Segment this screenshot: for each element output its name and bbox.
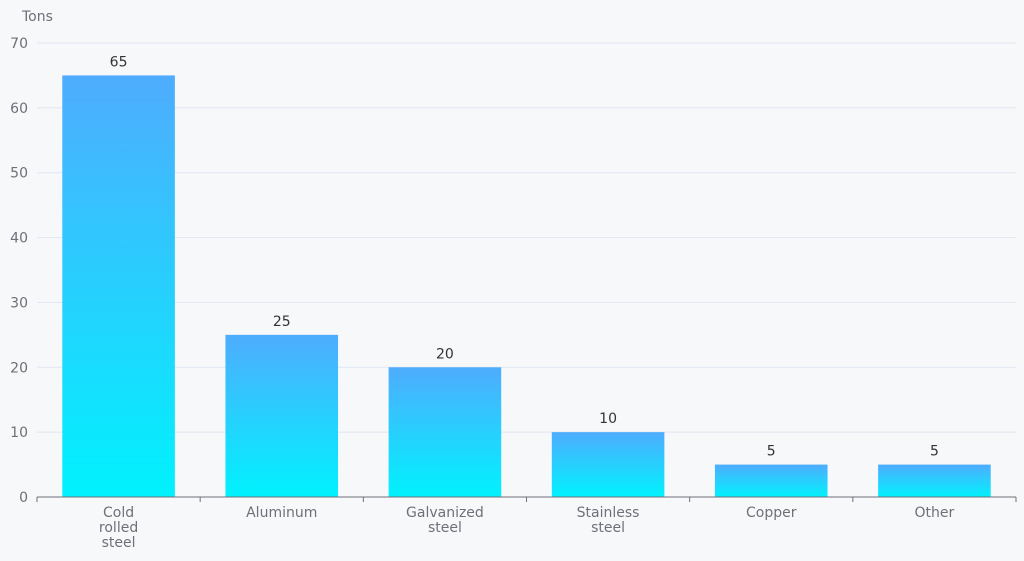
- bar: [551, 432, 665, 497]
- x-category-label: Cold: [103, 505, 134, 521]
- bar-value-label: 20: [436, 346, 454, 362]
- bar: [388, 367, 502, 497]
- bar: [225, 334, 339, 497]
- y-tick-label: 50: [10, 166, 28, 182]
- x-category-label: rolled: [99, 520, 138, 536]
- y-tick-label: 30: [10, 295, 28, 311]
- bar-value-label: 5: [767, 444, 776, 460]
- x-category-label: steel: [428, 520, 462, 536]
- bar: [714, 464, 828, 497]
- x-category-label: Stainless: [577, 505, 640, 521]
- x-category-label: steel: [591, 520, 625, 536]
- bar: [878, 464, 991, 497]
- y-tick-label: 60: [10, 101, 28, 117]
- bar-value-label: 5: [930, 444, 939, 460]
- x-category-label: Aluminum: [246, 505, 317, 521]
- bar-value-label: 65: [110, 54, 128, 70]
- y-tick-label: 70: [10, 36, 28, 52]
- bar: [62, 75, 175, 497]
- bar-value-label: 10: [599, 411, 617, 427]
- y-axis-unit-label: Tons: [21, 9, 53, 25]
- x-category-label: Copper: [746, 505, 797, 521]
- y-tick-label: 0: [19, 490, 28, 506]
- gridlines: [37, 42, 1016, 433]
- x-category-label: steel: [102, 535, 136, 551]
- y-tick-label: 20: [10, 360, 28, 376]
- x-category-label: Galvanized: [406, 505, 484, 521]
- bars: 65 25 20 10 5 5: [62, 54, 991, 497]
- y-tick-label: 10: [10, 425, 28, 441]
- y-tick-label: 40: [10, 231, 28, 247]
- x-category-label: Other: [915, 505, 955, 521]
- bar-value-label: 25: [273, 314, 291, 330]
- y-axis-ticks: 0 10 20 30 40 50 60 70: [10, 36, 28, 506]
